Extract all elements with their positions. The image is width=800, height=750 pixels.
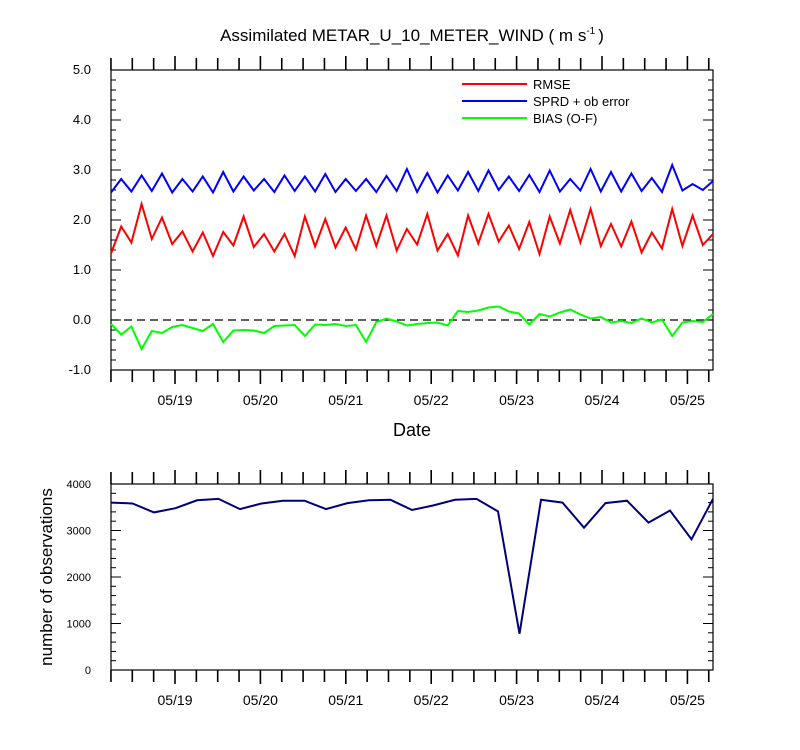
y-tick-label: 4000 xyxy=(67,479,91,491)
x-axis-label: Date xyxy=(393,420,431,440)
series-line-0 xyxy=(110,200,714,259)
y-axis-label: number of observations xyxy=(37,488,56,666)
legend-label-1: SPRD + ob error xyxy=(533,94,630,109)
y-tick-label: 4.0 xyxy=(73,112,91,127)
y-tick-label: -1.0 xyxy=(69,362,91,377)
series-line-1 xyxy=(110,162,714,195)
x-tick-label: 05/20 xyxy=(243,392,278,408)
y-tick-label: 3000 xyxy=(67,526,91,538)
y-tick-label: 3.0 xyxy=(73,162,91,177)
series-line-2 xyxy=(110,305,714,352)
x-tick-label: 05/21 xyxy=(328,692,363,708)
x-tick-label: 05/19 xyxy=(157,692,192,708)
x-tick-label: 05/22 xyxy=(414,692,449,708)
x-tick-label: 05/25 xyxy=(670,392,705,408)
x-tick-label: 05/21 xyxy=(328,392,363,408)
x-tick-label: 05/24 xyxy=(584,392,619,408)
x-tick-label: 05/22 xyxy=(414,392,449,408)
plot-frame xyxy=(110,483,714,671)
y-tick-label: 5.0 xyxy=(73,62,91,77)
y-tick-label: 2000 xyxy=(67,572,91,584)
x-tick-label: 05/25 xyxy=(670,692,705,708)
bottom-plot: 0 1000 2000 3000 4000 05/19 05/20 05/21 05/22 05/… xyxy=(67,470,714,708)
chart-title: Assimilated METAR_U_10_METER_WIND ( m s-… xyxy=(220,26,604,45)
x-tick-label: 05/20 xyxy=(243,692,278,708)
legend-label-2: BIAS (O-F) xyxy=(533,111,597,126)
top-plot: -1.0 0.0 1.0 2.0 3.0 4.0 5.0 05/19 05/20 05/21 05/… xyxy=(69,56,714,408)
x-tick-label: 05/23 xyxy=(499,692,534,708)
x-tick-label: 05/24 xyxy=(584,692,619,708)
observations-line xyxy=(110,497,714,634)
y-tick-label: 0.0 xyxy=(73,312,91,327)
y-tick-label: 1000 xyxy=(67,619,91,631)
x-tick-label: 05/19 xyxy=(157,392,192,408)
legend-label-0: RMSE xyxy=(533,77,571,92)
y-tick-label: 0 xyxy=(85,665,91,677)
y-tick-label: 2.0 xyxy=(73,212,91,227)
y-tick-label: 1.0 xyxy=(73,262,91,277)
x-tick-label: 05/23 xyxy=(499,392,534,408)
